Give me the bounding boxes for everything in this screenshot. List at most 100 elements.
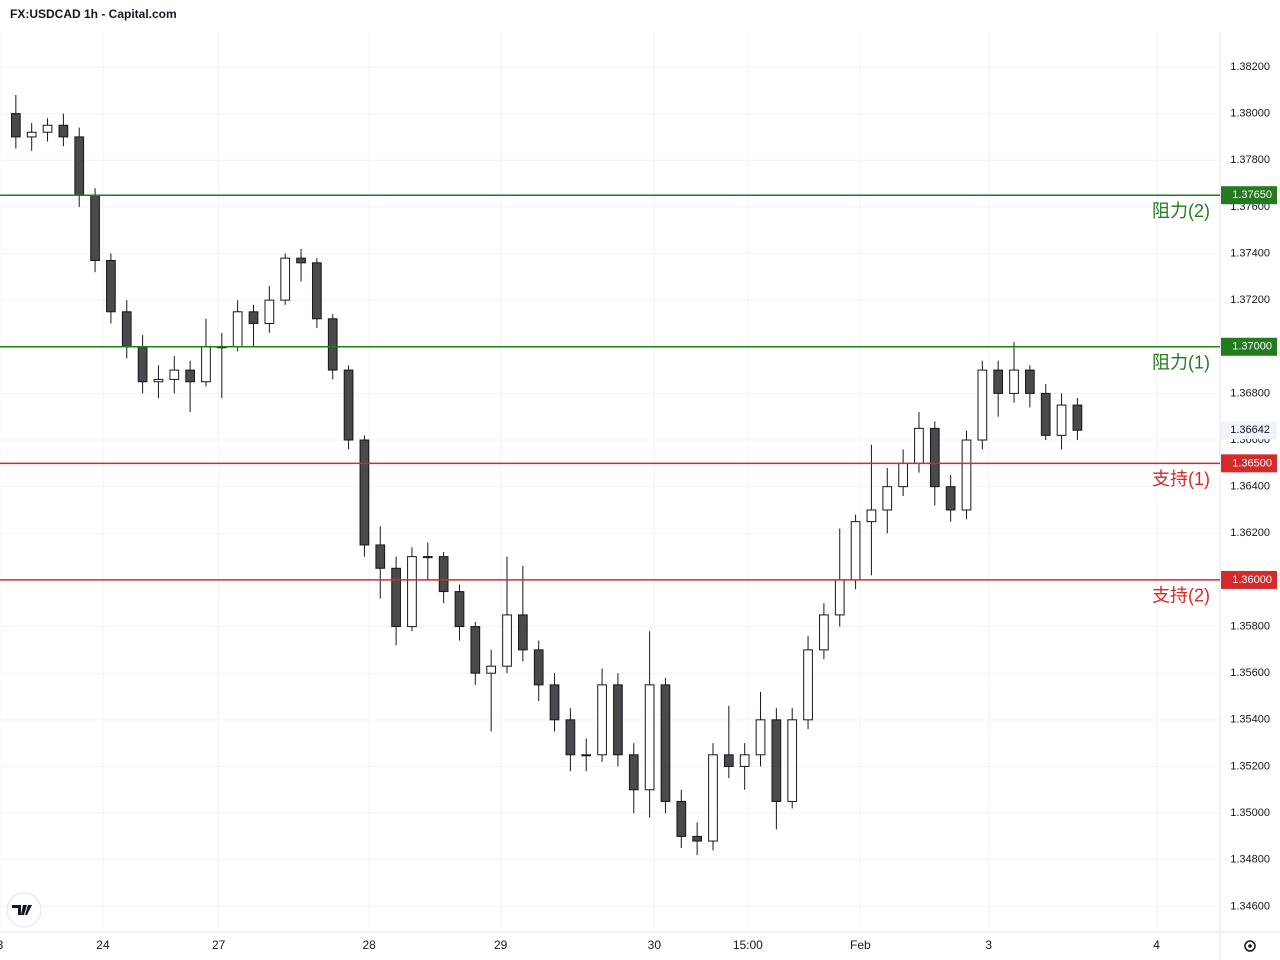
y-tick-label: 1.37800 [1230,154,1270,166]
candle-body [1056,404,1067,436]
candle-body [565,719,576,756]
candle-body [803,649,813,721]
candle-body [1025,369,1035,394]
candle-body [613,684,623,756]
candle-body [280,257,291,301]
candle-body [945,486,956,511]
candle-body [359,439,370,546]
candle-body [407,556,417,628]
candle-body [90,194,100,261]
candle-body [74,136,85,196]
candle-body [692,835,702,842]
level-price-tag [1221,186,1277,205]
y-tick-label: 1.35800 [1230,620,1270,632]
candle-body [438,556,449,593]
x-tick-label: 28 [362,938,376,952]
x-tick-label: 30 [648,938,662,952]
x-tick-label: 3 [0,938,4,952]
y-tick-label: 1.36400 [1230,481,1270,493]
candle-body [153,378,164,383]
candle-body [185,369,195,383]
candle-body [882,486,893,511]
candle-body [1040,392,1051,436]
candle-body [296,257,306,264]
candle-body [1009,369,1019,394]
candle-body [518,614,528,651]
candle-body [644,684,655,791]
candle-body [819,614,829,651]
level-name: 支持(1) [1152,469,1210,489]
candle-body [121,311,132,348]
candle-body [1072,404,1083,431]
y-tick-label: 1.35000 [1230,807,1270,819]
level-name: 阻力(1) [1152,353,1210,373]
candle-body [486,665,497,674]
candle-body [850,521,861,581]
candle-body [42,124,53,133]
candle-body [739,754,750,767]
y-tick-label: 1.37400 [1230,247,1270,259]
candle-body [755,719,766,756]
y-tick-label: 1.37200 [1230,294,1270,306]
candle-body [422,556,433,559]
candle-body [10,113,21,138]
logo[interactable] [6,892,42,928]
candle-body [502,614,512,667]
last-price-tag [1221,421,1277,440]
y-tick-label: 1.35600 [1230,667,1270,679]
candle-body [628,754,639,791]
x-tick-label: 24 [96,938,110,952]
y-tick-label: 1.36800 [1230,387,1270,399]
candle-body [26,131,37,138]
level-price-tag [1221,337,1277,356]
level-price-label: 1.37000 [1232,341,1272,353]
candle-body [137,346,148,383]
candle-body [708,754,718,842]
candle-body [454,591,465,628]
candle-body [914,427,924,464]
y-tick-label: 1.35200 [1230,760,1270,772]
candle-body [312,262,322,320]
candle-body [470,626,481,674]
candle-body [929,427,940,488]
level-price-tag [1221,454,1277,473]
candle-body [248,311,259,324]
chart-title: FX:USDCAD 1h - Capital.com [10,7,177,21]
candle-body [106,259,116,313]
y-tick-label: 1.34600 [1230,900,1270,912]
x-tick-label: 15:00 [733,938,763,952]
candle-body [898,462,908,488]
candle-body [201,346,211,383]
y-tick-label: 1.38200 [1230,61,1270,73]
candle-body [660,684,671,802]
candle-body [232,311,243,348]
settings-icon[interactable] [1244,940,1256,952]
x-tick-label: 29 [494,938,508,952]
candle-body [58,124,69,138]
level-price-label: 1.36500 [1232,457,1272,469]
level-name: 支持(2) [1152,586,1210,606]
x-tick-label: 3 [985,938,992,952]
y-tick-label: 1.36200 [1230,527,1270,539]
candle-body [993,369,1004,394]
candle-body [723,754,734,767]
y-tick-label: 1.35400 [1230,714,1270,726]
x-tick-label: Feb [850,938,871,952]
candle-body [866,509,877,523]
x-tick-label: 4 [1153,938,1160,952]
candle-body [264,299,275,324]
candle-body [977,369,988,441]
candle-body [391,567,401,628]
candle-body [549,684,560,721]
candle-body [375,544,386,569]
x-tick-label: 27 [212,938,226,952]
candle-body [327,318,338,371]
candle-body [771,719,782,802]
candle-body [169,369,180,380]
last-price-label: 1.36642 [1230,424,1270,436]
candle-body [343,369,354,441]
y-tick-label: 1.34800 [1230,854,1270,866]
candle-body [961,439,972,511]
